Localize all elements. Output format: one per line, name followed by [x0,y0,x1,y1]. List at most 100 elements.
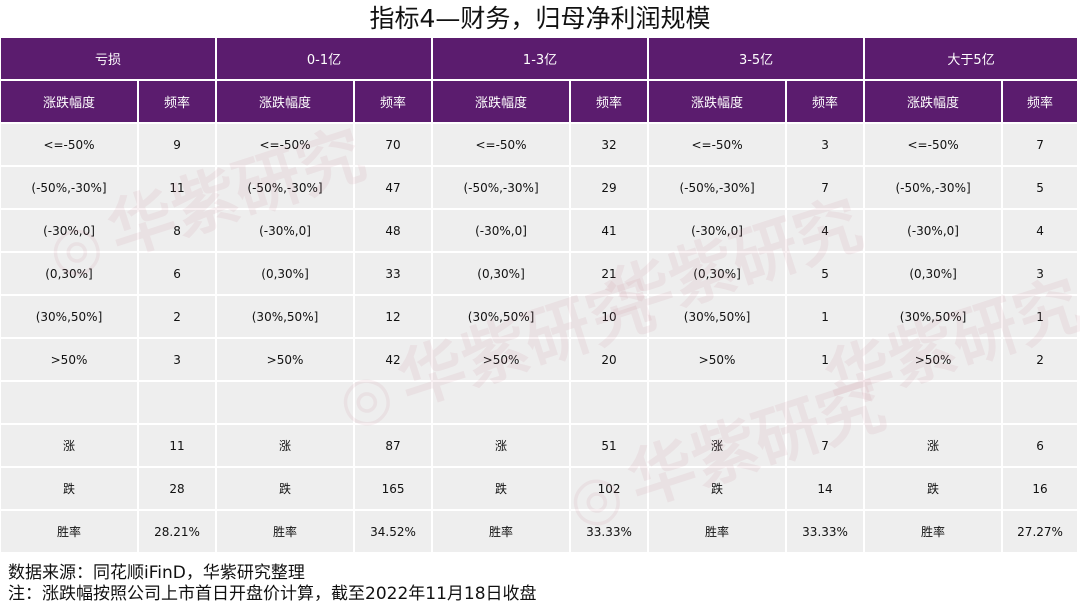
freq-cell: 102 [571,468,650,511]
freq-cell: 7 [787,425,866,468]
freq-header: 频率 [355,81,434,124]
range-cell: (30%,50%] [217,296,356,339]
group-header: 亏损 [1,38,218,81]
freq-cell: 1 [1003,296,1080,339]
group-header-row: 亏损 0-1亿 1-3亿 3-5亿 大于5亿 [1,38,1080,81]
freq-cell: 27.27% [1003,511,1080,554]
range-cell: (-50%,-30%] [1,167,139,210]
range-cell: (0,30%] [649,253,788,296]
range-cell: >50% [865,339,1004,382]
freq-cell: 20 [571,339,650,382]
range-cell [1,382,139,425]
freq-cell: 33 [355,253,434,296]
freq-cell: 1 [787,339,866,382]
freq-cell: 14 [787,468,866,511]
range-cell: (-50%,-30%] [649,167,788,210]
range-cell: (30%,50%] [649,296,788,339]
freq-cell: 8 [139,210,218,253]
group-header: 0-1亿 [217,38,434,81]
data-table: 亏损 0-1亿 1-3亿 3-5亿 大于5亿 涨跌幅度 频率 涨跌幅度 频率 涨… [1,38,1080,554]
freq-cell: 7 [1003,124,1080,167]
range-cell: (-50%,-30%] [217,167,356,210]
freq-cell: 3 [787,124,866,167]
table-row: (30%,50%] 2 (30%,50%] 12 (30%,50%] 10 (30%,50%… [1,296,1080,339]
freq-cell: 2 [139,296,218,339]
source-note: 数据来源：同花顺iFinD，华紫研究整理 [8,563,305,583]
group-header: 大于5亿 [865,38,1080,81]
sub-header-row: 涨跌幅度 频率 涨跌幅度 频率 涨跌幅度 频率 涨跌幅度 频率 涨跌幅度 频率 [1,81,1080,124]
range-cell: (0,30%] [865,253,1004,296]
range-cell [433,382,572,425]
freq-cell: 6 [1003,425,1080,468]
freq-cell: 34.52% [355,511,434,554]
range-cell: (-30%,0] [649,210,788,253]
range-cell: <=-50% [649,124,788,167]
range-header: 涨跌幅度 [649,81,788,124]
freq-cell: 29 [571,167,650,210]
table-row: (0,30%] 6 (0,30%] 33 (0,30%] 21 (0,30%] 5 (0,30%… [1,253,1080,296]
freq-cell: 16 [1003,468,1080,511]
range-cell: (-30%,0] [865,210,1004,253]
range-cell: <=-50% [433,124,572,167]
table-row: 涨 11 涨 87 涨 51 涨 7 涨 6 [1,425,1080,468]
range-cell: 涨 [433,425,572,468]
group-header: 1-3亿 [433,38,650,81]
range-cell: (30%,50%] [433,296,572,339]
freq-header: 频率 [571,81,650,124]
range-header: 涨跌幅度 [433,81,572,124]
freq-cell: 5 [1003,167,1080,210]
freq-cell: 165 [355,468,434,511]
range-cell: 涨 [1,425,139,468]
freq-cell: 48 [355,210,434,253]
range-cell: <=-50% [865,124,1004,167]
freq-cell: 1 [787,296,866,339]
freq-header: 频率 [787,81,866,124]
freq-cell: 51 [571,425,650,468]
freq-cell [571,382,650,425]
range-cell: 涨 [865,425,1004,468]
range-header: 涨跌幅度 [865,81,1004,124]
freq-cell: 12 [355,296,434,339]
footnote: 注：涨跌幅按照公司上市首日开盘价计算，截至2022年11月18日收盘 [8,584,537,604]
table-row: 胜率 28.21% 胜率 34.52% 胜率 33.33% 胜率 33.33% 胜率 27.27% [1,511,1080,554]
page-title: 指标4—财务，归母净利润规模 [369,4,711,33]
freq-cell [355,382,434,425]
freq-cell: 2 [1003,339,1080,382]
group-header: 3-5亿 [649,38,866,81]
range-cell: 跌 [649,468,788,511]
freq-cell: 5 [787,253,866,296]
freq-cell: 4 [787,210,866,253]
range-cell: 跌 [217,468,356,511]
range-cell: (0,30%] [433,253,572,296]
freq-cell: 28 [139,468,218,511]
freq-cell: 70 [355,124,434,167]
range-cell: (0,30%] [217,253,356,296]
freq-cell: 10 [571,296,650,339]
freq-cell: 3 [139,339,218,382]
range-cell: 胜率 [1,511,139,554]
range-cell [217,382,356,425]
freq-cell: 21 [571,253,650,296]
range-cell: 跌 [433,468,572,511]
range-cell: (-30%,0] [1,210,139,253]
range-cell: 跌 [1,468,139,511]
freq-cell: 3 [1003,253,1080,296]
range-cell: >50% [433,339,572,382]
freq-cell: 9 [139,124,218,167]
range-header: 涨跌幅度 [1,81,139,124]
range-cell: 胜率 [649,511,788,554]
range-cell: 胜率 [865,511,1004,554]
range-cell: <=-50% [217,124,356,167]
range-cell: <=-50% [1,124,139,167]
freq-cell: 41 [571,210,650,253]
range-cell: 胜率 [433,511,572,554]
freq-cell [1003,382,1080,425]
freq-header: 频率 [139,81,218,124]
range-cell: 涨 [217,425,356,468]
freq-cell: 87 [355,425,434,468]
range-cell [649,382,788,425]
freq-cell: 7 [787,167,866,210]
range-cell: 跌 [865,468,1004,511]
range-cell: (0,30%] [1,253,139,296]
freq-cell: 28.21% [139,511,218,554]
